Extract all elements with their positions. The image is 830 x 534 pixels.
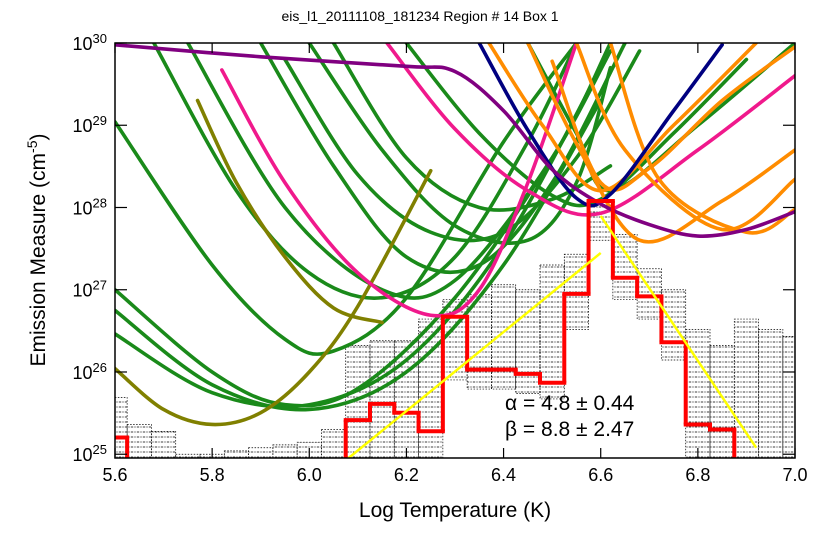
y-tick-base: 10 (73, 445, 93, 465)
x-tick-label: 6.8 (685, 465, 710, 485)
mc-range (709, 345, 735, 458)
y-tick-base: 10 (73, 34, 93, 54)
y-axis-label: Emission Measure (cm-5) (24, 133, 50, 366)
em-locus (307, 43, 613, 245)
em-locus (186, 43, 613, 300)
plot-frame (114, 42, 796, 459)
y-axis-label-exponent: -5 (24, 140, 40, 153)
x-tick-label: 6.2 (394, 465, 419, 485)
x-tick-label: 6.4 (491, 465, 516, 485)
x-tick-label: 5.6 (102, 465, 127, 485)
y-tick-exponent: 29 (93, 113, 107, 128)
mc-range (175, 453, 201, 458)
mc-range (272, 444, 298, 458)
y-axis-label-text: Emission Measure (cm (27, 153, 50, 367)
fit-line (599, 215, 758, 449)
em-locus (526, 43, 795, 244)
y-tick-label: 1030 (73, 31, 108, 55)
em-locus (385, 43, 795, 217)
em-locus (487, 43, 758, 193)
mc-range (126, 424, 152, 458)
y-tick-base: 10 (73, 116, 93, 136)
y-tick-label: 1026 (73, 359, 108, 383)
plot-area (115, 43, 795, 458)
em-locus (115, 98, 603, 412)
x-tick-label: 6.6 (588, 465, 613, 485)
chart-title: eis_l1_20111108_181234 Region # 14 Box 1 (281, 8, 558, 24)
y-tick-exponent: 27 (93, 277, 107, 292)
fit-line (347, 251, 602, 458)
x-tick-label: 5.8 (200, 465, 225, 485)
mc-range (612, 234, 638, 300)
y-tick-base: 10 (73, 363, 93, 383)
mc-range (223, 450, 249, 458)
y-tick-base: 10 (73, 198, 93, 218)
y-axis-label-suffix: ) (27, 133, 50, 140)
mc-range (733, 318, 759, 458)
em-locus (115, 43, 579, 356)
x-axis-label: Log Temperature (K) (359, 499, 551, 522)
em-locus (331, 43, 613, 212)
y-tick-exponent: 28 (93, 195, 107, 210)
y-tick-label: 1027 (73, 277, 108, 301)
y-tick-base: 10 (73, 281, 93, 301)
em-locus (115, 168, 433, 427)
y-tick-exponent: 30 (93, 31, 107, 46)
mc-range (151, 430, 177, 458)
mc-range (369, 340, 395, 458)
mc-range (115, 397, 128, 458)
em-locus (195, 98, 384, 325)
x-tick-label: 6.0 (297, 465, 322, 485)
x-tick-label: 7.0 (782, 465, 807, 485)
y-tick-exponent: 25 (93, 442, 107, 457)
mc-range (466, 294, 492, 390)
mc-range (758, 328, 784, 458)
y-tick-label: 1029 (73, 113, 108, 137)
em-locus (115, 43, 795, 238)
y-tick-label: 1028 (73, 195, 108, 219)
em-locus (574, 43, 795, 232)
mc-range (321, 429, 347, 458)
annotation: α = 4.8 ± 0.44 (505, 392, 635, 415)
em-locus (404, 43, 749, 208)
em-locus (550, 44, 795, 192)
em-locus (608, 43, 795, 235)
annotation: β = 8.8 ± 2.47 (505, 418, 634, 441)
em-locus (220, 43, 579, 318)
em-locus (258, 43, 627, 275)
mc-range (491, 284, 517, 390)
y-tick-label: 1025 (73, 442, 108, 466)
em-locus (477, 43, 724, 208)
y-tick-exponent: 26 (93, 359, 107, 374)
mc-range (248, 447, 274, 458)
